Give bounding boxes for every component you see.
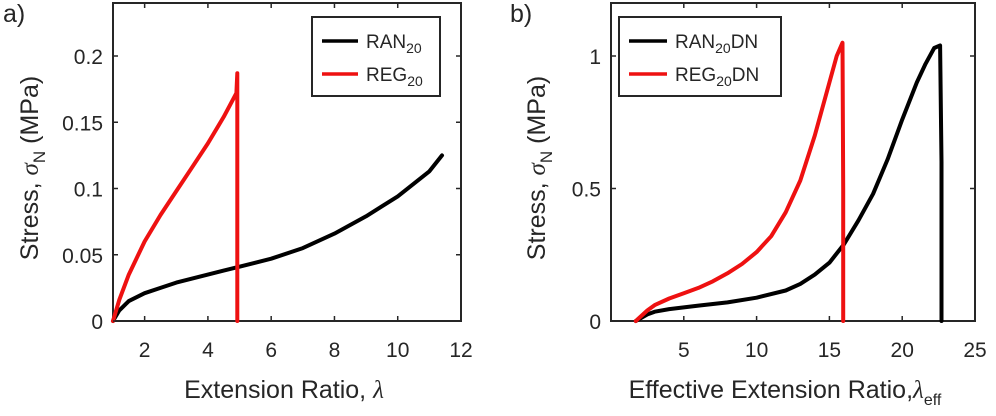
panel-a-plot-frame bbox=[112, 2, 462, 322]
x-tick-label: 12 bbox=[449, 339, 472, 362]
y-tick-label: 0 bbox=[589, 311, 601, 334]
x-tick-label: 5 bbox=[678, 339, 690, 362]
panel-a-y-ticks: 0 0.05 0.1 0.15 0.2 bbox=[62, 46, 461, 334]
panel-a: a) 2 4 6 8 10 12 0 0.05 0.1 0.15 0.2 Extension Ra… bbox=[3, 0, 473, 404]
x-tick-label: 20 bbox=[891, 339, 914, 362]
x-tick-label: 10 bbox=[386, 339, 409, 362]
x-tick-label: 6 bbox=[265, 339, 277, 362]
panel-b-plot-frame bbox=[610, 2, 976, 322]
panel-b-x-ticks: 5 10 15 20 25 bbox=[678, 3, 987, 362]
panel-b-lines bbox=[633, 40, 944, 323]
series-line-ran20 bbox=[111, 153, 444, 323]
panel-a-x-axis-label: Extension Ratio, λ bbox=[184, 376, 384, 404]
panel-a-label: a) bbox=[3, 0, 25, 28]
panel-a-y-axis-label: Stress, σN (MPa) bbox=[16, 76, 49, 260]
panel-b-axes bbox=[610, 2, 976, 322]
panel-b-x-axis-label: Effective Extension Ratio,λeff bbox=[629, 376, 942, 409]
panel-a-legend-label-reg20: REG20 bbox=[366, 65, 423, 89]
series-line-reg20 bbox=[111, 71, 240, 323]
panel-b-y-axis-label: Stress, σN (MPa) bbox=[523, 76, 556, 260]
panel-a-x-ticks: 2 4 6 8 10 12 bbox=[139, 3, 473, 362]
y-tick-label: 0 bbox=[91, 311, 103, 334]
panel-b-label: b) bbox=[510, 0, 532, 28]
x-tick-label: 8 bbox=[329, 339, 341, 362]
x-tick-label: 2 bbox=[139, 339, 151, 362]
x-tick-label: 15 bbox=[818, 339, 841, 362]
y-tick-label: 1 bbox=[589, 46, 601, 69]
panel-b-legend-label-ran20dn: RAN20DN bbox=[675, 32, 758, 56]
x-tick-label: 25 bbox=[963, 339, 986, 362]
y-tick-label: 0.1 bbox=[74, 179, 103, 202]
series-line-ran20dn bbox=[633, 43, 944, 323]
series-line-reg20dn bbox=[633, 40, 846, 323]
y-tick-label: 0.05 bbox=[62, 245, 103, 268]
panel-b-legend: RAN20DN REG20DN bbox=[618, 16, 782, 97]
panel-a-legend-label-ran20: RAN20 bbox=[366, 32, 422, 56]
x-tick-label: 4 bbox=[202, 339, 214, 362]
y-tick-label: 0.5 bbox=[572, 179, 601, 202]
panel-b-legend-label-reg20dn: REG20DN bbox=[675, 65, 759, 89]
y-tick-label: 0.15 bbox=[62, 112, 103, 135]
panel-b-y-ticks: 00.51 bbox=[572, 46, 975, 334]
panel-b: b) 5 10 15 20 25 00.51 Effective Extension R… bbox=[510, 0, 987, 409]
panel-a-legend: RAN20 REG20 bbox=[311, 16, 441, 97]
panel-b-legend-box bbox=[618, 16, 782, 97]
panel-a-axes bbox=[112, 2, 462, 322]
x-tick-label: 10 bbox=[745, 339, 768, 362]
panel-a-legend-box bbox=[311, 16, 441, 97]
panel-a-lines bbox=[111, 71, 444, 323]
y-tick-label: 0.2 bbox=[74, 46, 103, 69]
